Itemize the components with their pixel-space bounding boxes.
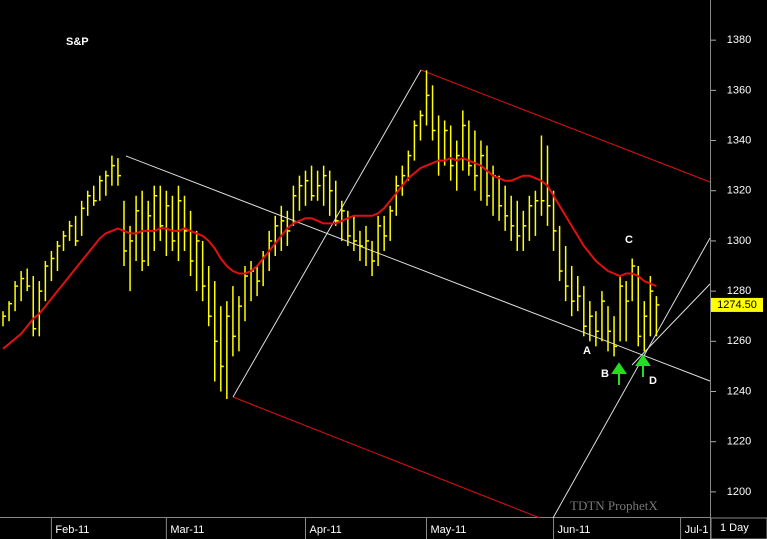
last-price-box — [711, 297, 763, 312]
moving-average — [2, 157, 657, 350]
y-tick-label: 1200 — [727, 486, 751, 498]
arrow — [635, 354, 651, 377]
parallel-line — [552, 237, 711, 519]
y-tick-label: 1360 — [727, 84, 751, 96]
upper-line — [420, 69, 711, 183]
y-tick-label: 1320 — [727, 185, 751, 197]
watermark: TDTN ProphetX — [570, 498, 658, 513]
timeframe-box — [710, 517, 767, 539]
x-tick-label: Mar-11 — [170, 524, 204, 536]
y-tick-label: 1280 — [727, 285, 751, 297]
x-tick-label: Jun-11 — [558, 524, 591, 536]
y-tick-label: 1380 — [727, 34, 751, 46]
chart-title: S&P — [66, 36, 89, 48]
marks — [2, 70, 660, 400]
x-tick-label: Apr-11 — [310, 524, 342, 536]
timeframe: 1 Day — [720, 522, 749, 534]
x-tick-label: May-11 — [431, 524, 467, 536]
lower-line — [232, 396, 541, 519]
pivot-line — [232, 69, 422, 398]
x-tick-label: Feb-11 — [55, 524, 89, 536]
annotation: B — [601, 368, 609, 380]
arrow — [611, 362, 627, 385]
median-line — [125, 155, 711, 382]
y-tick-label: 1240 — [727, 385, 751, 397]
y-tick-label: 1260 — [727, 335, 751, 347]
x-tick-label: Jul-1 — [685, 524, 709, 536]
y-tick-label: 1300 — [727, 235, 751, 247]
annotation: D — [649, 375, 657, 387]
y-tick-label: 1340 — [727, 134, 751, 146]
annotation: C — [625, 234, 633, 246]
annotation: A — [583, 345, 591, 357]
last-price-label: 1274.50 — [717, 299, 757, 311]
parallel-line — [631, 283, 711, 366]
y-tick-label: 1220 — [727, 436, 751, 448]
